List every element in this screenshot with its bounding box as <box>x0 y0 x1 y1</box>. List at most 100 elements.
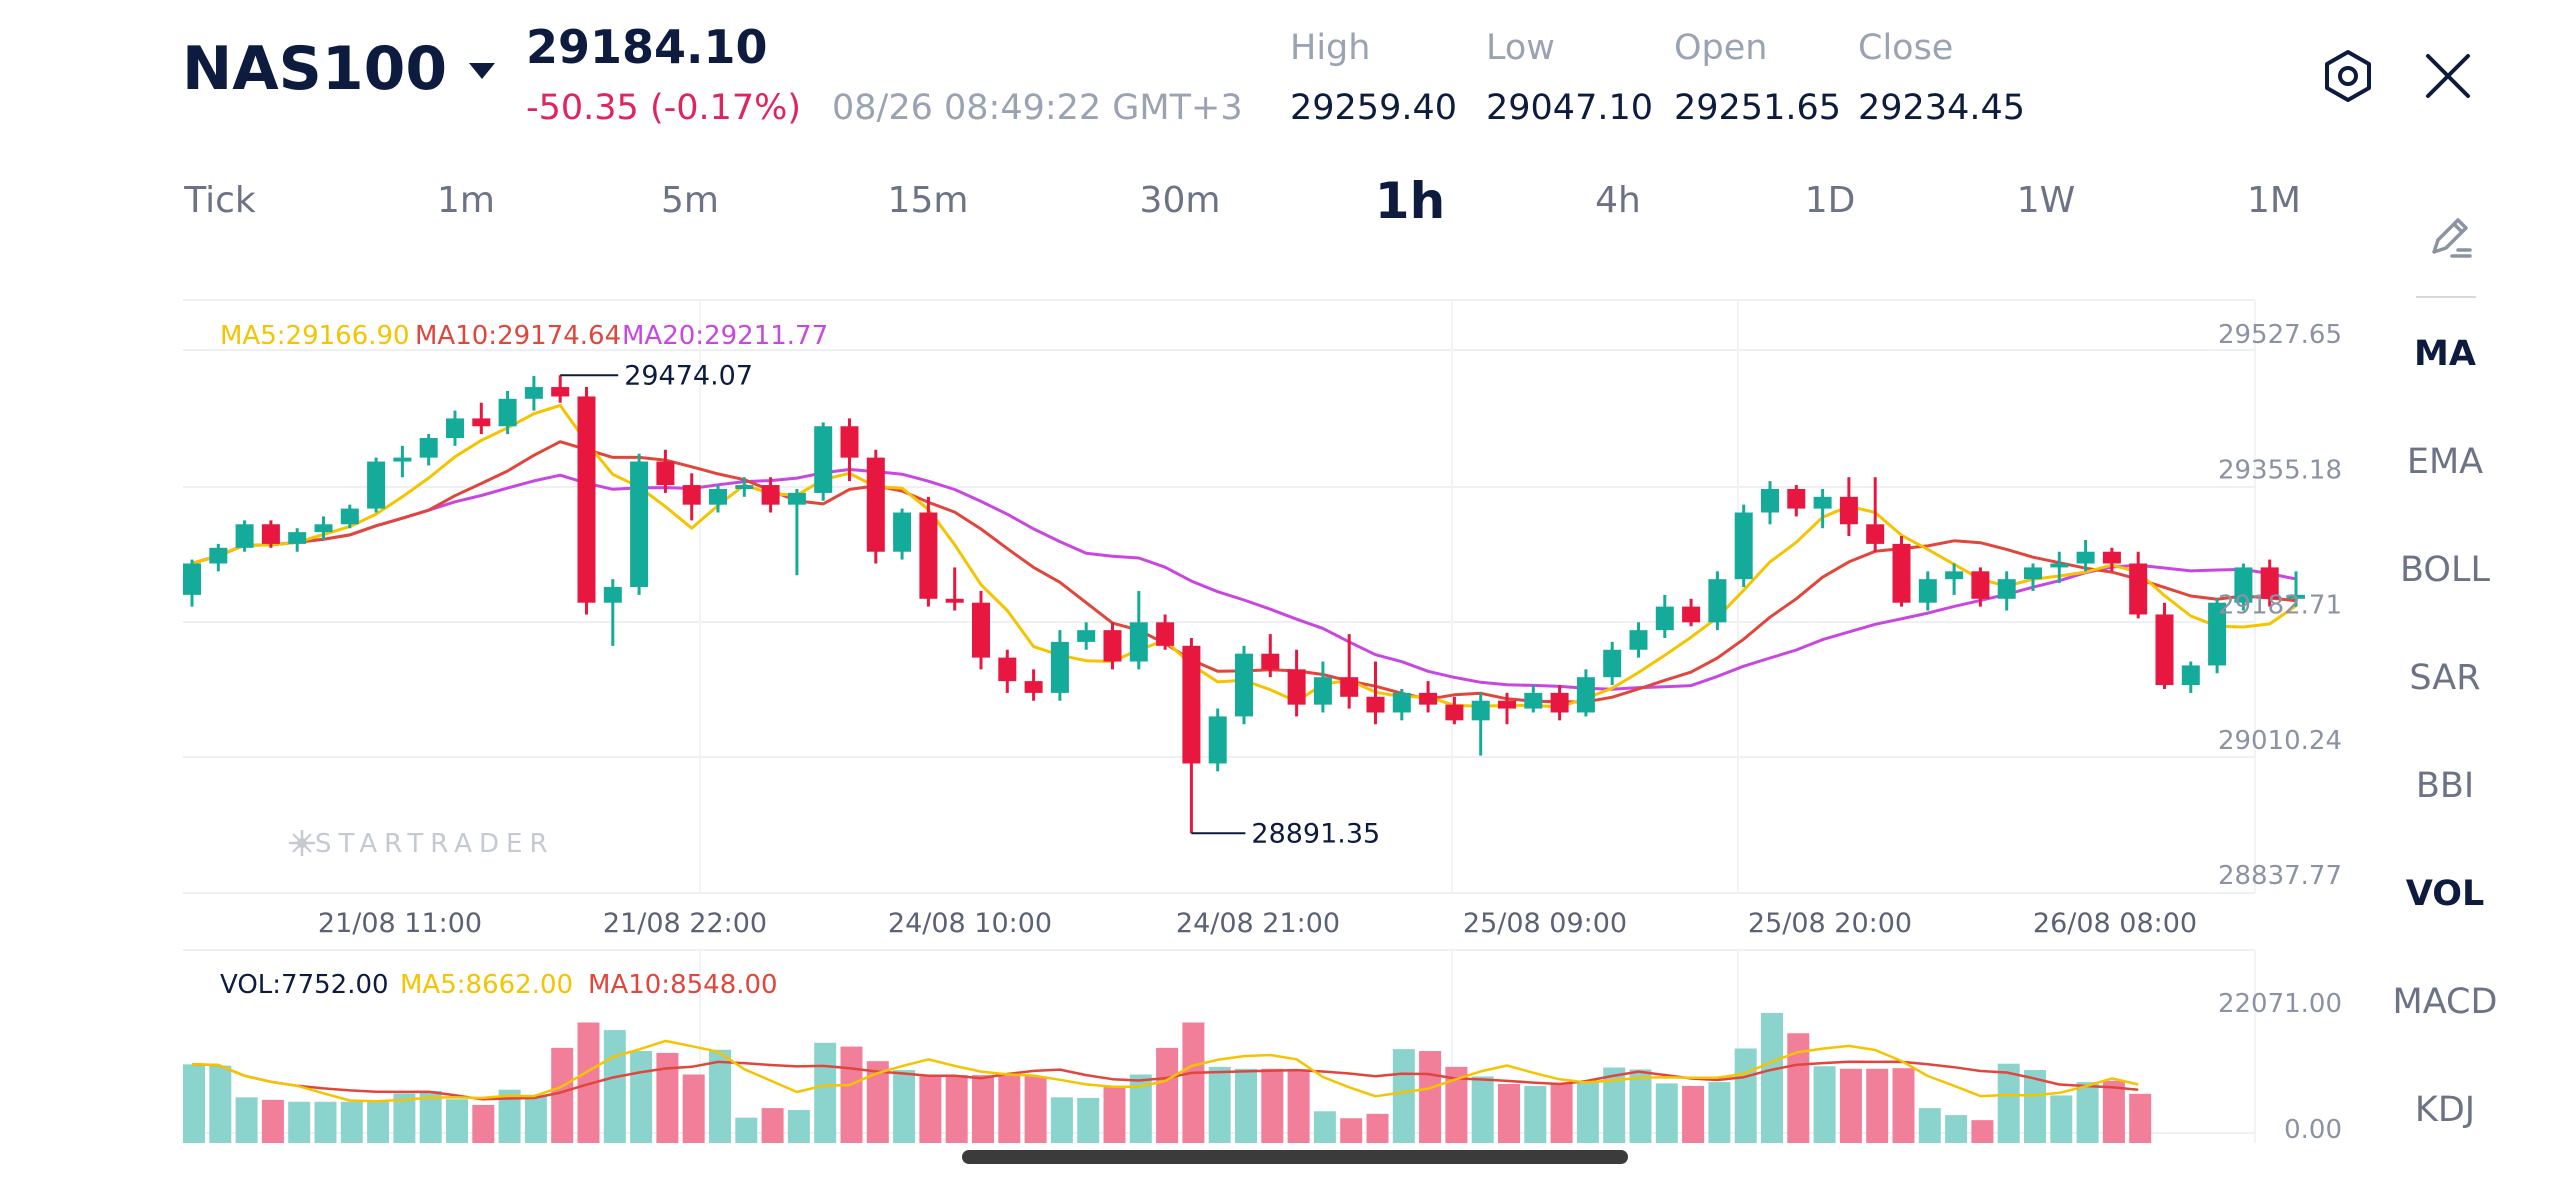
volume-bar-up <box>814 1042 837 1143</box>
ma20-legend: MA20:29211.77 <box>622 321 828 351</box>
candle-down <box>682 485 701 505</box>
volume-bar-up <box>2024 1070 2046 1143</box>
volume-bar-down <box>1839 1068 1862 1143</box>
candle-down <box>577 396 596 603</box>
candle-up <box>709 488 727 505</box>
price-tick-label: 28837.77 <box>2218 861 2342 891</box>
high-value: 29259.40 <box>1290 88 1458 128</box>
candle-down <box>840 426 859 458</box>
time-tick-label: 24/08 21:00 <box>1176 908 1340 939</box>
candle-down <box>866 457 885 552</box>
candle-up <box>1655 606 1674 631</box>
tab-15m[interactable]: 15m <box>887 180 969 221</box>
low-value: 29047.10 <box>1486 88 1654 128</box>
vol-legend: VOL:7752.00 <box>220 970 389 1000</box>
volume-bar-down <box>761 1108 784 1143</box>
tab-1d[interactable]: 1D <box>1804 180 1856 221</box>
candle-up <box>1392 692 1411 713</box>
volume-bar-up <box>1471 1076 1494 1143</box>
volume-bar-up <box>1129 1074 1152 1143</box>
price-change: -50.35 (-0.17%) <box>526 88 802 128</box>
volume-tick-label: 22071.00 <box>2218 989 2342 1019</box>
candle-up <box>288 532 307 544</box>
candle-up <box>1918 579 1937 603</box>
star-icon <box>289 830 315 856</box>
candle-up <box>1129 622 1148 662</box>
volume-bar-down <box>656 1052 679 1143</box>
close-label: Close <box>1858 28 1954 68</box>
close-icon[interactable] <box>2418 46 2478 106</box>
tab-5m[interactable]: 5m <box>661 180 719 221</box>
candle-up <box>524 387 543 399</box>
candle-up <box>603 587 622 603</box>
tab-1mo[interactable]: 1M <box>2247 180 2301 221</box>
candle-up <box>2287 594 2305 599</box>
candle-up <box>1629 630 1648 650</box>
volume-bar-up <box>1313 1111 1336 1143</box>
candle-down <box>1156 622 1175 646</box>
candlestick-chart[interactable]: STARTRADER 29527.65 29355.18 29182.71 29… <box>0 0 2400 1177</box>
volume-bar-up <box>1918 1108 1941 1143</box>
volume-bar-down <box>919 1076 942 1143</box>
volume-bar-up <box>1603 1067 1626 1143</box>
time-tick-label: 21/08 11:00 <box>318 908 482 939</box>
candle-down <box>2155 614 2174 686</box>
volume-bar-down <box>261 1099 284 1143</box>
volume-bar-up <box>524 1095 547 1143</box>
hexagon-settings-icon[interactable] <box>2318 46 2378 106</box>
volume-bar-down <box>1550 1083 1573 1143</box>
volume-bars <box>183 1012 2152 1143</box>
candle-down <box>1366 696 1385 713</box>
candle-up <box>1708 579 1727 623</box>
volume-bar-up <box>446 1099 468 1143</box>
indicator-ma[interactable]: MA <box>2414 334 2476 374</box>
price-tick-label: 29527.65 <box>2218 320 2342 350</box>
candle-down <box>1024 681 1043 693</box>
tab-4h[interactable]: 4h <box>1595 180 1641 221</box>
volume-bar-down <box>1787 1033 1810 1143</box>
candle-up <box>419 438 438 458</box>
indicator-ema[interactable]: EMA <box>2406 442 2484 482</box>
candle-up <box>1997 579 2016 599</box>
time-tick-label: 21/08 22:00 <box>603 908 767 939</box>
candle-down <box>945 598 964 603</box>
volume-bar-down <box>1892 1068 1915 1143</box>
indicator-vol[interactable]: VOL <box>2405 874 2485 914</box>
ma20-line <box>191 468 2297 691</box>
current-price: 29184.10 <box>526 20 768 74</box>
volume-bar-up <box>1235 1068 1257 1143</box>
volume-bar-down <box>2102 1080 2125 1143</box>
indicator-bbi[interactable]: BBI <box>2415 766 2475 806</box>
tab-tick[interactable]: Tick <box>184 180 256 221</box>
candle-down <box>1419 692 1438 705</box>
candle-up <box>630 461 649 588</box>
candle-down <box>551 387 570 397</box>
candle-down <box>1787 488 1806 509</box>
time-tick-label: 24/08 10:00 <box>888 908 1052 939</box>
candle-down <box>1682 606 1701 623</box>
volume-bar-up <box>1734 1048 1757 1143</box>
candle-down <box>1445 704 1464 721</box>
indicator-macd[interactable]: MACD <box>2392 982 2498 1022</box>
volume-bar-up <box>709 1049 731 1143</box>
candle-down <box>472 418 491 427</box>
tab-1m[interactable]: 1m <box>437 180 495 221</box>
volume-bar-down <box>1261 1068 1284 1143</box>
candle-up <box>1945 571 1964 580</box>
tab-1w[interactable]: 1W <box>2016 180 2076 221</box>
pencil-icon[interactable] <box>2420 208 2480 268</box>
candle-up <box>2050 563 2069 568</box>
candle-down <box>1971 571 1990 599</box>
indicator-kdj[interactable]: KDJ <box>2414 1090 2476 1130</box>
indicator-boll[interactable]: BOLL <box>2400 550 2490 590</box>
tab-30m[interactable]: 30m <box>1139 180 1221 221</box>
volume-bar-down <box>551 1047 574 1143</box>
symbol-selector[interactable]: NAS100 <box>182 34 496 104</box>
candle-up <box>393 457 412 462</box>
candle-up <box>893 512 912 552</box>
candle-down <box>261 524 280 544</box>
tab-1h[interactable]: 1h <box>1374 172 1446 230</box>
volume-bar-up <box>630 1051 653 1143</box>
candle-up <box>340 508 359 525</box>
indicator-sar[interactable]: SAR <box>2409 658 2481 698</box>
